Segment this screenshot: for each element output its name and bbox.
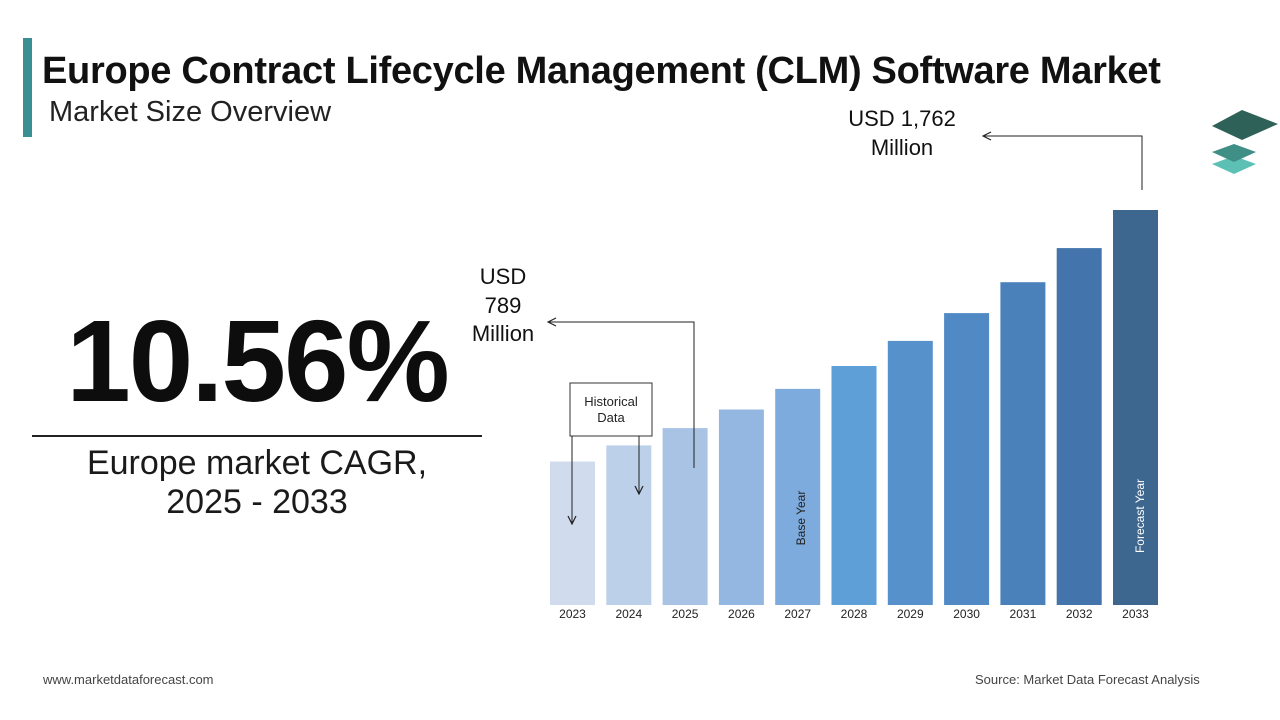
page-subtitle: Market Size Overview [49, 96, 332, 128]
footer-source: Source: Market Data Forecast Analysis [975, 672, 1200, 687]
bar-2024 [606, 445, 652, 605]
forecast-year-label: Forecast Year [1133, 479, 1147, 553]
bar-2027 [775, 388, 821, 605]
x-tick-2026: 2026 [728, 607, 755, 621]
x-tick-2027: 2027 [784, 607, 811, 621]
start-value-line2: 789 [485, 293, 522, 318]
x-tick-2030: 2030 [953, 607, 980, 621]
x-tick-2023: 2023 [559, 607, 586, 621]
bar-2028 [831, 366, 877, 605]
bar-2032 [1056, 248, 1102, 605]
historical-label-line2: Data [597, 410, 625, 425]
x-tick-2024: 2024 [615, 607, 642, 621]
cagr-label-line1: Europe market CAGR, [86, 444, 428, 482]
historical-data-box [569, 382, 653, 437]
cagr-label-line2: 2025 - 2033 [166, 483, 348, 521]
start-value-arrow [548, 322, 695, 468]
end-value-arrow [983, 136, 1143, 190]
bar-2029 [887, 340, 933, 605]
start-value-line3: Million [472, 321, 534, 346]
cagr-label: Europe market CAGR, 2025 - 2033 [32, 444, 482, 522]
end-value-line1: USD 1,762 [848, 106, 956, 131]
bar-2025 [662, 428, 708, 605]
bar-2031 [1000, 282, 1046, 605]
title-accent-bar [23, 38, 32, 137]
x-tick-2031: 2031 [1010, 607, 1037, 621]
cagr-value: 10.56% [66, 296, 449, 426]
x-tick-2029: 2029 [897, 607, 924, 621]
cagr-divider [32, 435, 482, 437]
bar-2033 [1113, 210, 1158, 605]
x-tick-2032: 2032 [1066, 607, 1093, 621]
stacked-layers-logo-icon [1212, 110, 1278, 174]
x-tick-2033: 2033 [1122, 607, 1149, 621]
x-tick-2028: 2028 [841, 607, 868, 621]
start-value-line1: USD [480, 264, 526, 289]
end-value-line2: Million [871, 135, 933, 160]
base-year-label: Base Year [794, 491, 808, 546]
x-tick-2025: 2025 [672, 607, 699, 621]
footer-website: www.marketdataforecast.com [43, 672, 214, 687]
bar-2026 [718, 409, 764, 605]
historical-label-line1: Historical [584, 394, 638, 409]
bar-2030 [944, 313, 990, 605]
page-title: Europe Contract Lifecycle Management (CL… [42, 50, 1161, 92]
